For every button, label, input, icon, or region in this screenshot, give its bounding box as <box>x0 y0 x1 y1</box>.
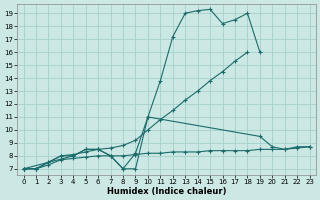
X-axis label: Humidex (Indice chaleur): Humidex (Indice chaleur) <box>107 187 226 196</box>
